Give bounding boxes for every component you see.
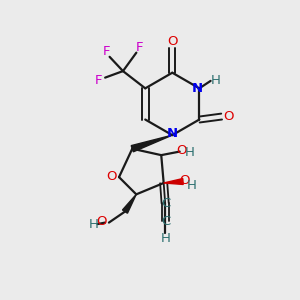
Text: F: F: [136, 41, 143, 54]
Polygon shape: [164, 178, 183, 184]
Text: H: H: [187, 178, 197, 192]
Text: O: O: [106, 170, 117, 183]
Text: N: N: [167, 127, 178, 140]
Text: O: O: [167, 35, 178, 48]
Text: N: N: [191, 82, 203, 95]
Text: O: O: [176, 144, 187, 157]
Text: H: H: [160, 232, 170, 245]
Text: C: C: [161, 197, 170, 210]
Text: H: H: [184, 146, 194, 159]
Text: O: O: [179, 174, 190, 188]
Text: F: F: [102, 45, 110, 58]
Text: H: H: [88, 218, 98, 231]
Text: O: O: [223, 110, 233, 123]
Polygon shape: [131, 135, 172, 152]
Text: O: O: [96, 215, 106, 228]
Polygon shape: [122, 194, 136, 213]
Text: H: H: [211, 74, 221, 86]
Text: C: C: [161, 214, 170, 227]
Text: F: F: [95, 74, 102, 86]
